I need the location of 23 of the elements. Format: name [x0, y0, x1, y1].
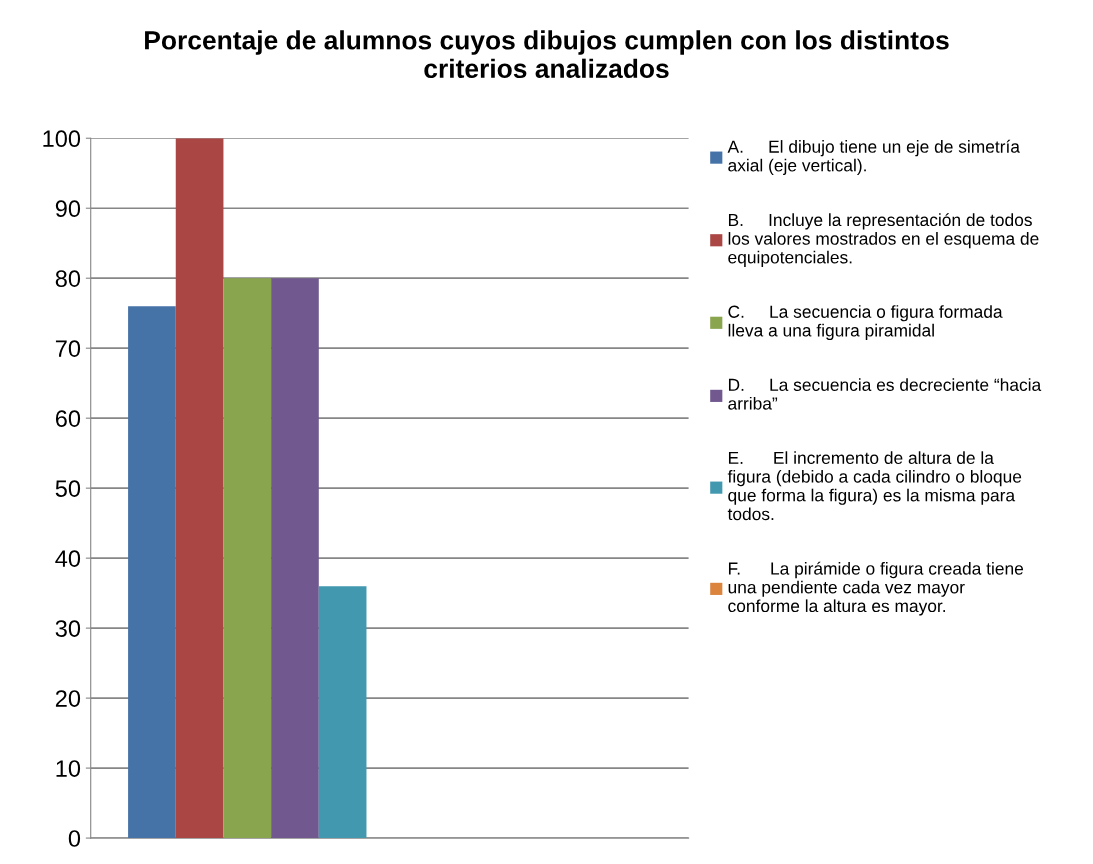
y-tick-label: 80 — [55, 270, 81, 287]
y-tick-label: 60 — [55, 410, 81, 427]
y-tick-label: 40 — [55, 550, 81, 567]
bar — [128, 306, 176, 839]
legend-label: D. La secuencia es decreciente “hacia arriba” — [728, 378, 1042, 410]
bar — [318, 586, 367, 839]
legend-label: E. El incremento de altura de la figura (debido a cada cilindro o bloque que forma la figura) es la misma para todos. — [727, 451, 1022, 521]
y-tick-label: 50 — [55, 480, 81, 497]
bar — [271, 278, 319, 839]
legend-label: C. La secuencia o figura formada lleva a una figura piramidal — [728, 305, 1003, 341]
y-tick-label: 90 — [55, 200, 81, 218]
y-tick-label: 20 — [55, 690, 81, 707]
y-tick-label: 10 — [56, 760, 81, 777]
bar — [223, 278, 272, 839]
y-tick-label: 100 — [43, 130, 81, 148]
y-tick-label: 0 — [68, 830, 81, 847]
y-tick-label: 70 — [55, 340, 81, 357]
legend-label: F. La pirámide o figura creada tiene una pendiente cada vez mayor conforme la altura es mayor. — [728, 561, 1024, 616]
legend-label: B. Incluye la representación de todos los valores mostrados en el esquema de equipotenciales. — [728, 213, 1039, 267]
y-tick-label: 30 — [55, 620, 81, 637]
chart-title: Porcentaje de alumnos cuyos dibujos cumplen con los distintos criterios analizados — [145, 30, 949, 79]
legend-label: A. El dibujo tiene un eje de simetría axial (eje vertical). — [727, 139, 1020, 175]
bar — [175, 138, 224, 839]
